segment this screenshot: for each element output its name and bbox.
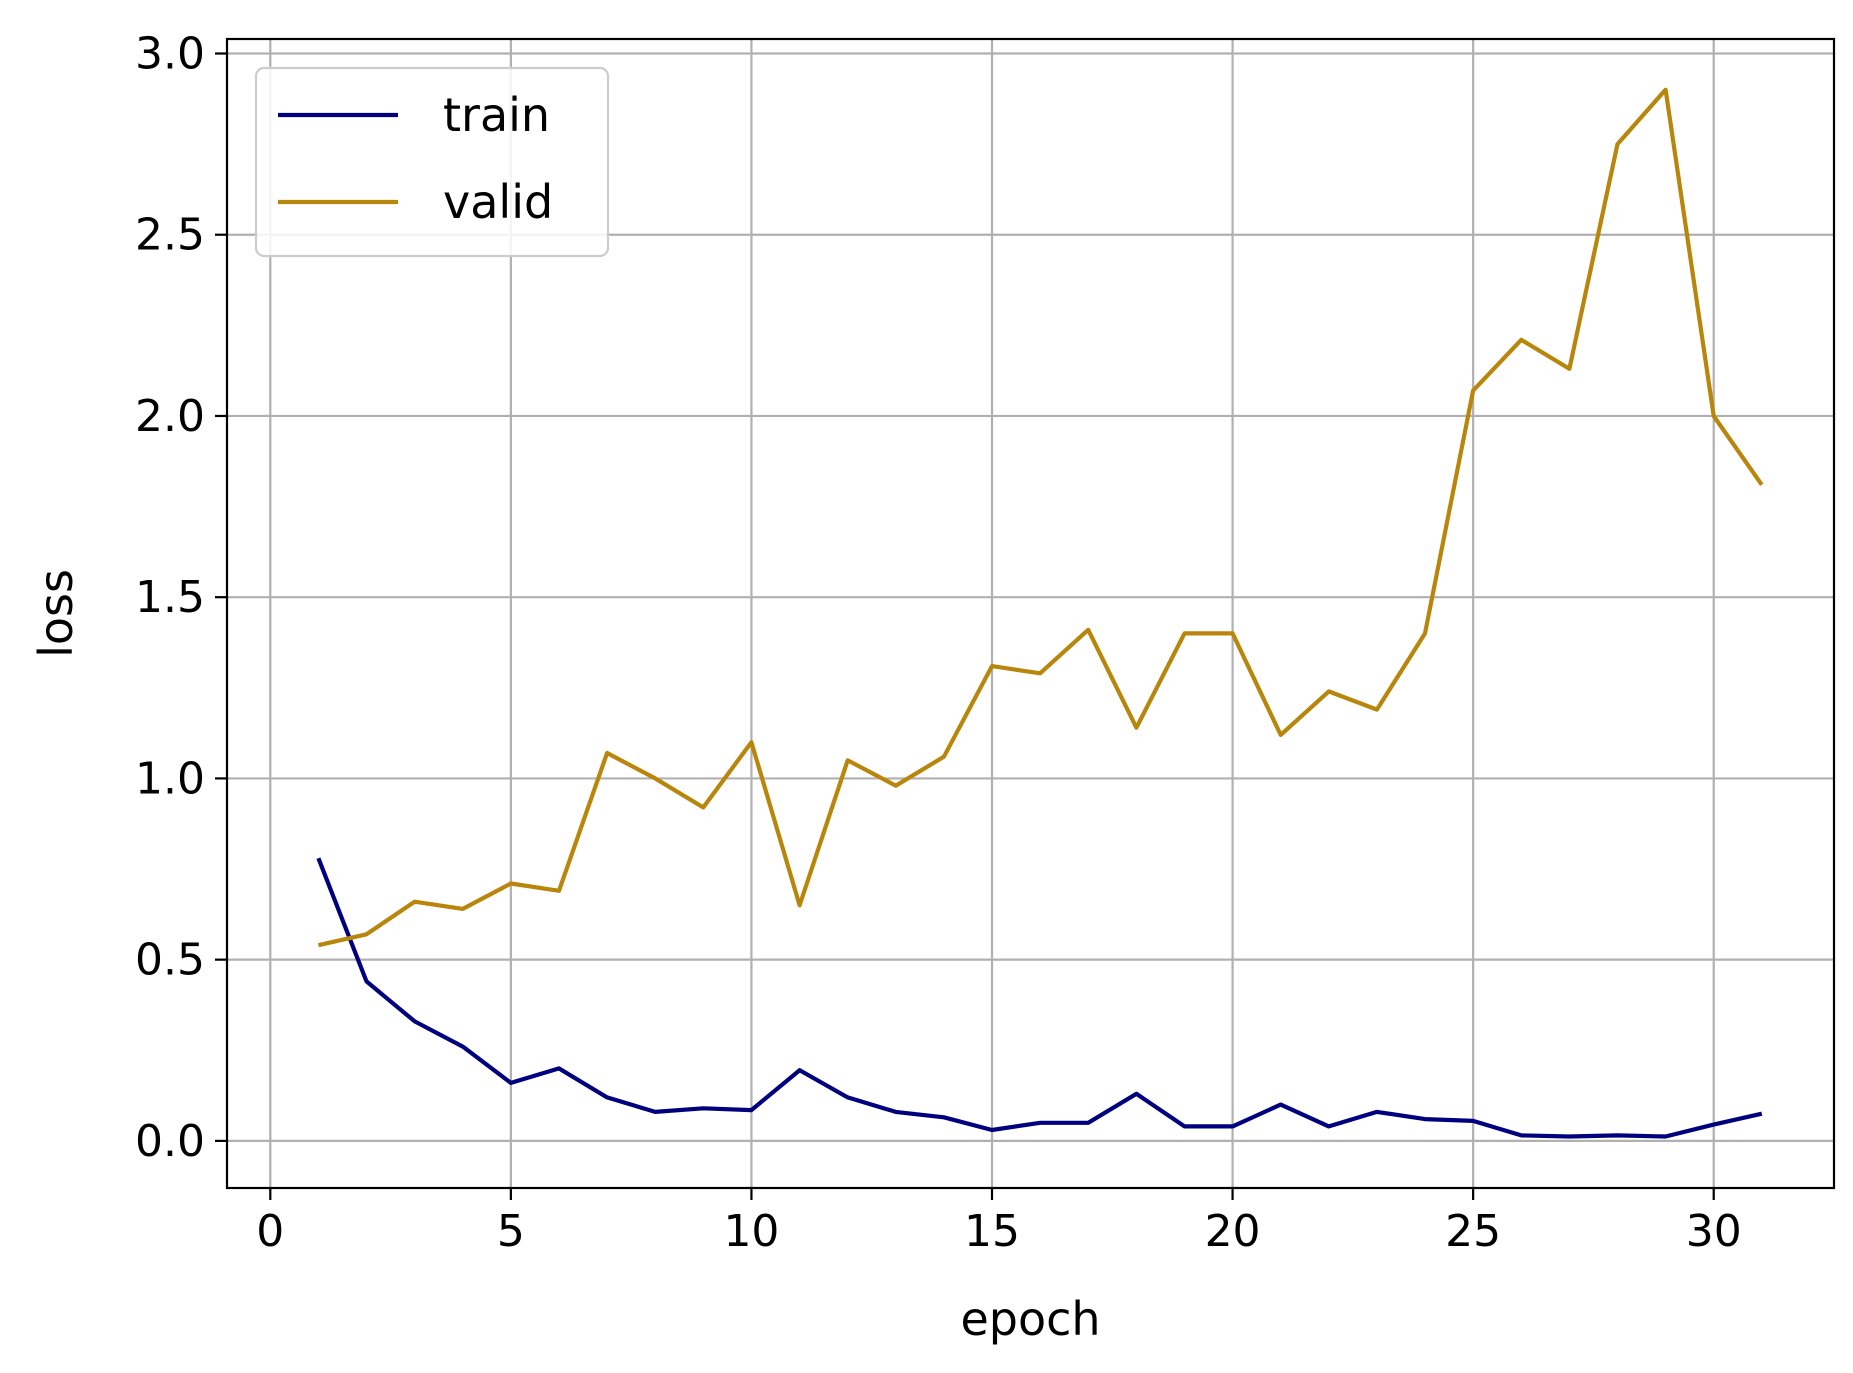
x-tick-label-0: 0: [256, 1206, 284, 1257]
y-tick-label-5: 2.5: [135, 210, 205, 261]
y-tick-label-4: 2.0: [135, 391, 205, 442]
y-tick-label-2: 1.0: [135, 753, 205, 804]
y-axis-label: loss: [29, 569, 83, 658]
x-tick-label-6: 30: [1686, 1206, 1742, 1257]
series-line-valid: [317, 87, 1764, 948]
legend-label-valid: valid: [443, 175, 553, 229]
x-tick-label-1: 5: [497, 1206, 525, 1257]
x-axis-label: epoch: [960, 1292, 1100, 1346]
y-tick-label-3: 1.5: [135, 572, 205, 623]
x-tick-label-3: 15: [964, 1206, 1020, 1257]
y-axis-ticks: 0.0 0.5 1.0 1.5 2.0 2.5 3.0: [135, 28, 227, 1167]
x-tick-label-4: 20: [1205, 1206, 1261, 1257]
x-tick-label-2: 10: [723, 1206, 779, 1257]
series-lines: [316, 87, 1764, 1139]
legend-label-train: train: [443, 88, 550, 142]
y-tick-label-0: 0.0: [135, 1116, 205, 1167]
legend: train valid: [254, 66, 610, 258]
y-tick-label-6: 3.0: [135, 28, 205, 79]
x-axis-ticks: 0 5 10 15 20 25 30: [256, 1188, 1742, 1257]
legend-box: [254, 66, 610, 258]
x-tick-label-5: 25: [1445, 1206, 1501, 1257]
grid: [227, 39, 1834, 1188]
series-line-train: [316, 857, 1763, 1139]
y-tick-label-1: 0.5: [135, 935, 205, 986]
plot-frame: [225, 37, 1836, 1190]
